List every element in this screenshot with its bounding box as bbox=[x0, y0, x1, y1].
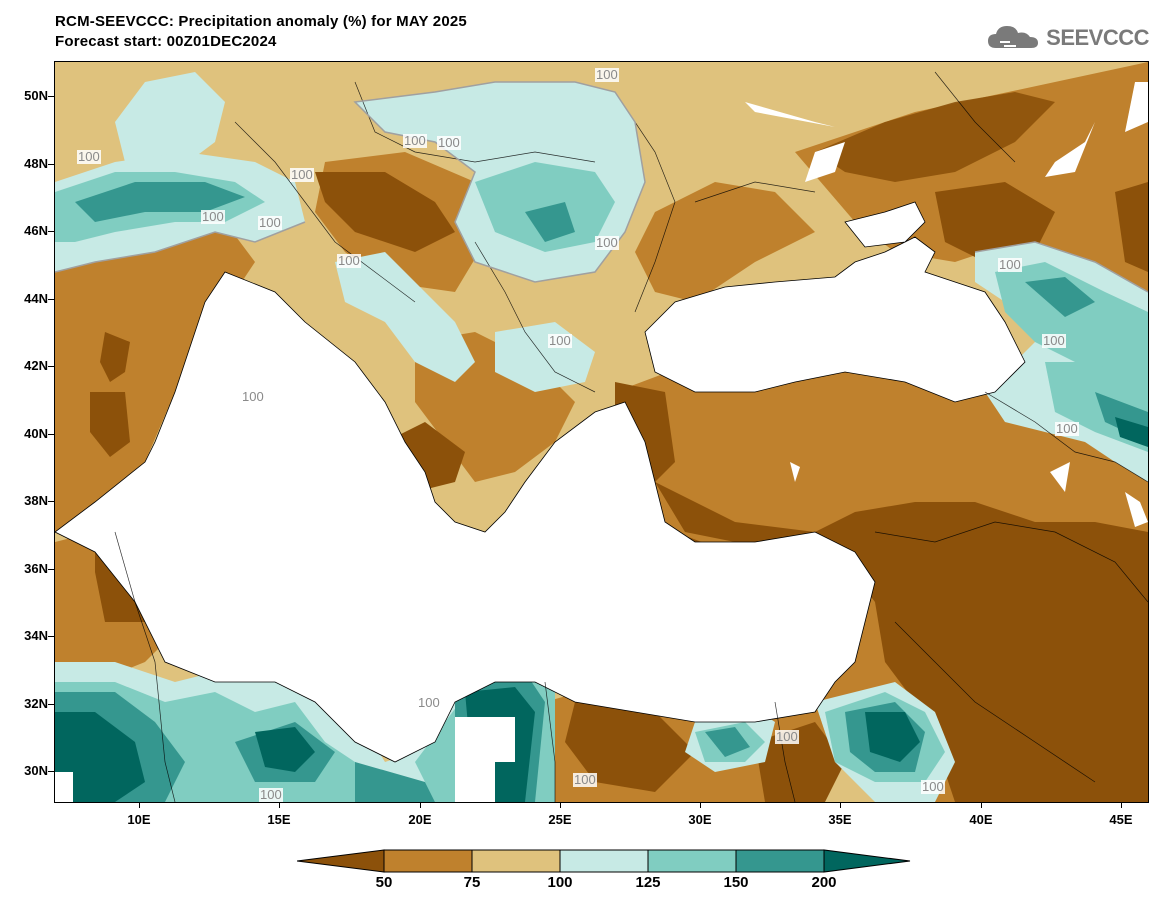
lat-label: 50N bbox=[24, 88, 48, 103]
lat-label: 38N bbox=[24, 493, 48, 508]
colorbar-segment bbox=[383, 849, 473, 873]
colorbar-label: 200 bbox=[811, 874, 837, 891]
contour-label-100: 100 bbox=[595, 67, 619, 82]
map-title: RCM-SEEVCCC: Precipitation anomaly (%) f… bbox=[55, 13, 467, 30]
contour-label-100: 100 bbox=[921, 779, 945, 794]
forecast-start: Forecast start: 00Z01DEC2024 bbox=[55, 33, 277, 50]
lon-label: 25E bbox=[548, 812, 572, 827]
contour-label-100: 100 bbox=[201, 209, 225, 224]
cloud-icon bbox=[988, 26, 1039, 48]
contour-label-100: 100 bbox=[1042, 333, 1066, 348]
contour-label-100: 100 bbox=[241, 389, 265, 404]
contour-label-100: 100 bbox=[258, 215, 282, 230]
lat-tick bbox=[48, 231, 54, 232]
seevccc-logo: SEEVCCC bbox=[986, 22, 1149, 54]
contour-label-100: 100 bbox=[337, 253, 361, 268]
logo-text: SEEVCCC bbox=[1046, 25, 1149, 50]
lat-label: 32N bbox=[24, 696, 48, 711]
contour-label-100: 100 bbox=[998, 257, 1022, 272]
lat-tick bbox=[48, 164, 54, 165]
lon-label: 15E bbox=[267, 812, 291, 827]
colorbar-segment bbox=[823, 849, 911, 873]
colorbar-label: 100 bbox=[547, 874, 573, 891]
colorbar bbox=[296, 849, 911, 878]
contour-label-100: 100 bbox=[403, 133, 427, 148]
map-canvas bbox=[55, 62, 1148, 802]
lon-tick bbox=[1121, 802, 1122, 808]
contour-label-100: 100 bbox=[775, 729, 799, 744]
lon-tick bbox=[981, 802, 982, 808]
lon-tick bbox=[700, 802, 701, 808]
lon-tick bbox=[560, 802, 561, 808]
lon-tick bbox=[279, 802, 280, 808]
lat-label: 48N bbox=[24, 156, 48, 171]
lat-label: 42N bbox=[24, 358, 48, 373]
lat-label: 46N bbox=[24, 223, 48, 238]
lon-label: 10E bbox=[127, 812, 151, 827]
lat-tick bbox=[48, 704, 54, 705]
contour-100-lines bbox=[55, 81, 1148, 293]
colorbar-label: 50 bbox=[375, 874, 393, 891]
anomaly-map: 100 100 100 100 100 100 100 100 100 100 … bbox=[55, 62, 1148, 802]
contour-label-100: 100 bbox=[259, 787, 283, 802]
lat-label: 34N bbox=[24, 628, 48, 643]
contour-label-100: 100 bbox=[417, 695, 441, 710]
country-borders bbox=[114, 71, 1148, 802]
lat-label: 44N bbox=[24, 291, 48, 306]
sea-of-azov bbox=[844, 201, 926, 248]
lat-label: 30N bbox=[24, 763, 48, 778]
black-sea bbox=[644, 236, 1026, 403]
lon-tick bbox=[139, 802, 140, 808]
lat-tick bbox=[48, 366, 54, 367]
colorbar-segment bbox=[647, 849, 737, 873]
lon-label: 35E bbox=[828, 812, 852, 827]
colorbar-graphic bbox=[296, 849, 911, 873]
lon-label: 20E bbox=[408, 812, 432, 827]
colorbar-segment bbox=[471, 849, 561, 873]
colorbar-segment bbox=[296, 849, 385, 873]
no-data-patches bbox=[55, 82, 1148, 802]
colorbar-label: 75 bbox=[463, 874, 481, 891]
lat-tick bbox=[48, 569, 54, 570]
lat-tick bbox=[48, 636, 54, 637]
lat-tick bbox=[48, 771, 54, 772]
contour-label-100: 100 bbox=[437, 135, 461, 150]
map-header: RCM-SEEVCCC: Precipitation anomaly (%) f… bbox=[55, 12, 467, 52]
lat-tick bbox=[48, 96, 54, 97]
lon-tick bbox=[840, 802, 841, 808]
lat-tick bbox=[48, 501, 54, 502]
contour-label-100: 100 bbox=[1055, 421, 1079, 436]
colorbar-label: 150 bbox=[723, 874, 749, 891]
contour-label-100: 100 bbox=[290, 167, 314, 182]
lat-tick bbox=[48, 434, 54, 435]
colorbar-segment bbox=[735, 849, 825, 873]
colorbar-segment bbox=[559, 849, 649, 873]
lon-tick bbox=[420, 802, 421, 808]
lat-label: 40N bbox=[24, 426, 48, 441]
contour-label-100: 100 bbox=[548, 333, 572, 348]
contour-label-100: 100 bbox=[77, 149, 101, 164]
contour-label-100: 100 bbox=[595, 235, 619, 250]
lon-label: 40E bbox=[969, 812, 993, 827]
lat-tick bbox=[48, 299, 54, 300]
lon-label: 45E bbox=[1109, 812, 1133, 827]
lon-label: 30E bbox=[688, 812, 712, 827]
contour-label-100: 100 bbox=[573, 772, 597, 787]
lat-label: 36N bbox=[24, 561, 48, 576]
colorbar-label: 125 bbox=[635, 874, 661, 891]
